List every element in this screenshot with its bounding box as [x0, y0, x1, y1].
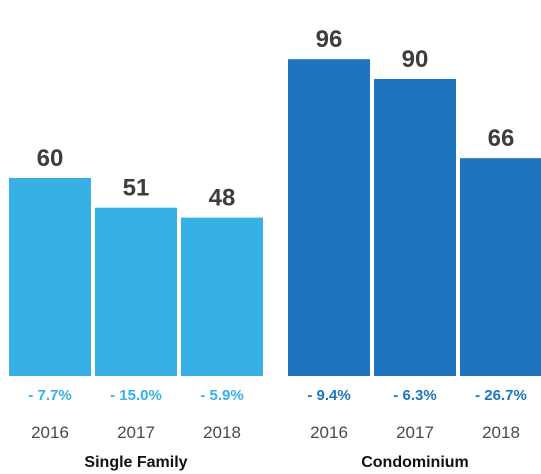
group-label-single-family: Single Family	[84, 454, 187, 471]
change-label-single-family-2017: - 15.0%	[110, 387, 162, 404]
year-tick-single-family-2018: 2018	[203, 423, 241, 442]
bar-single-family-2018	[181, 217, 263, 376]
year-tick-condominium-2018: 2018	[482, 423, 520, 442]
change-label-condominium-2017: - 6.3%	[393, 387, 436, 404]
bar-condominium-2017	[374, 79, 456, 376]
value-label-single-family-2016: 60	[37, 145, 64, 172]
year-tick-single-family-2016: 2016	[31, 423, 69, 442]
value-label-condominium-2017: 90	[402, 46, 429, 73]
value-label-condominium-2016: 96	[316, 26, 343, 53]
year-tick-single-family-2017: 2017	[117, 423, 155, 442]
year-tick-condominium-2016: 2016	[310, 423, 348, 442]
year-tick-condominium-2017: 2017	[396, 423, 434, 442]
group-label-condominium: Condominium	[361, 454, 469, 471]
change-label-single-family-2018: - 5.9%	[200, 387, 243, 404]
change-label-condominium-2016: - 9.4%	[307, 387, 350, 404]
value-label-single-family-2018: 48	[209, 185, 236, 212]
bar-single-family-2017	[95, 207, 177, 376]
value-label-condominium-2018: 66	[488, 125, 515, 152]
change-label-single-family-2016: - 7.7%	[28, 387, 71, 404]
value-label-single-family-2017: 51	[123, 175, 150, 202]
bar-single-family-2016	[9, 178, 91, 376]
change-label-condominium-2018: - 26.7%	[475, 387, 527, 404]
bar-condominium-2018	[460, 158, 541, 376]
bar-condominium-2016	[288, 59, 370, 376]
